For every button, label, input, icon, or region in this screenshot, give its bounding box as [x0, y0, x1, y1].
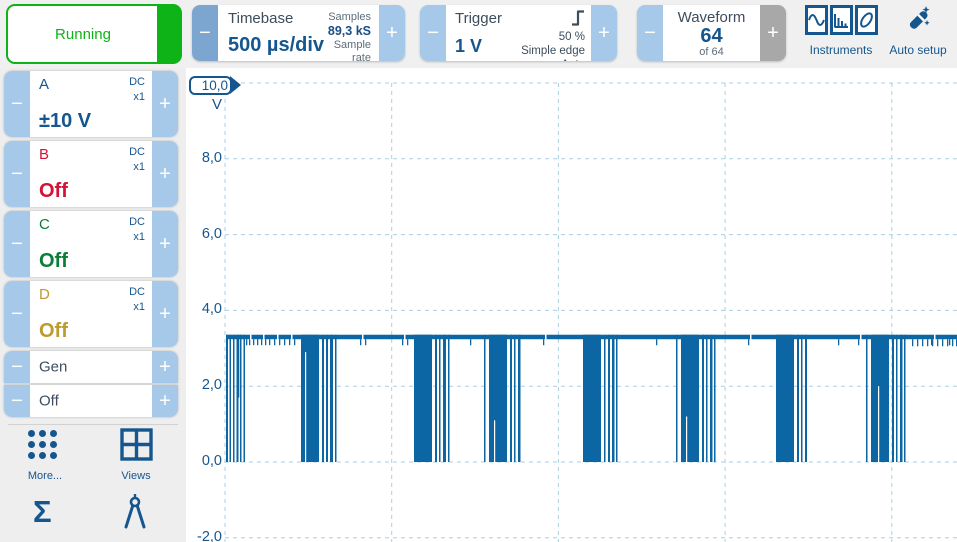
waveform-count: of 64 [699, 46, 724, 58]
channel-c-increase-button[interactable]: + [152, 211, 178, 277]
y-axis-tick-label: -2,0 [197, 528, 222, 542]
channel-b-range: Off [39, 180, 68, 202]
timebase-decrease-button[interactable]: − [192, 5, 218, 61]
trigger-panel: − Trigger 1 V 50 % Simple edge Auto + [420, 5, 617, 61]
channel-a-decrease-button[interactable]: − [4, 71, 30, 137]
trigger-hysteresis: 50 % [558, 31, 585, 44]
math-sigma-button[interactable]: Σ [33, 494, 52, 529]
channel-c-card[interactable]: − C DC x1 Off + [4, 211, 178, 277]
channel-a-letter: A [39, 76, 50, 93]
generator-label: Gen [39, 358, 68, 376]
generator-increase-button[interactable]: + [152, 351, 178, 383]
y-axis-tick-label: 6,0 [201, 225, 222, 242]
y-axis-tick-label: 8,0 [201, 149, 222, 166]
scope-instrument-icon [804, 4, 828, 40]
waveform-previous-button[interactable]: − [637, 5, 663, 61]
channel-a-card[interactable]: − A DC x1 ±10 V + [4, 71, 178, 137]
waveform-title: Waveform [677, 9, 746, 26]
generator-state: Off [39, 392, 59, 410]
auto-setup-button[interactable]: Auto setup [886, 4, 950, 57]
samples-value: 89,3 kS [327, 23, 371, 38]
channel-b-card[interactable]: − B DC x1 Off + [4, 141, 178, 207]
waveform-body[interactable]: Waveform 64 of 64 [663, 5, 760, 61]
instruments-button[interactable]: Instruments [800, 4, 882, 57]
channel-c-decrease-button[interactable]: − [4, 211, 30, 277]
channel-c-range: Off [39, 250, 68, 272]
y-axis-tick-label: 0,0 [201, 453, 222, 469]
samples-label: Samples [328, 11, 371, 23]
trigger-mode: Auto [561, 58, 585, 61]
y-axis-tick-label: 4,0 [201, 301, 222, 318]
generator-state-card[interactable]: − Off + [4, 385, 178, 417]
timebase-body[interactable]: Timebase 500 µs/div Samples 89,3 kS Samp… [218, 5, 379, 61]
trigger-kind: Simple edge [521, 45, 585, 58]
compass-icon [118, 493, 152, 534]
channel-b-coupling: DC x1 [129, 146, 145, 174]
run-button[interactable]: Running [6, 4, 182, 64]
more-label: More... [27, 470, 63, 482]
y-axis-tick-label: 2,0 [201, 377, 222, 394]
trigger-body[interactable]: Trigger 1 V 50 % Simple edge Auto [446, 5, 591, 61]
sample-rate-label: Sample rate [333, 38, 371, 61]
timebase-panel: − Timebase 500 µs/div Samples 89,3 kS Sa… [192, 5, 405, 61]
channel-d-decrease-button[interactable]: − [4, 281, 30, 347]
scope-graph-area[interactable]: 8,0 6,0 4,0 2,0 0,0 -2,0 10,0 V [186, 68, 957, 542]
channel-d-coupling: DC x1 [129, 286, 145, 314]
trigger-increase-button[interactable]: + [591, 5, 617, 61]
toolbar: Running − Timebase 500 µs/div Samples 89… [0, 0, 957, 68]
trigger-title: Trigger [455, 10, 502, 27]
spectrum-instrument-icon [829, 4, 853, 40]
measure-compass-button[interactable] [118, 493, 152, 535]
channel-b-decrease-button[interactable]: − [4, 141, 30, 207]
channel-c-letter: C [39, 216, 50, 233]
channel-d-letter: D [39, 286, 50, 303]
channel-a-range: ±10 V [39, 110, 92, 132]
waveform-next-button[interactable]: + [760, 5, 786, 61]
generator-state-decrease-button[interactable]: − [4, 385, 30, 417]
timebase-value: 500 µs/div [228, 34, 325, 56]
instruments-label: Instruments [809, 43, 873, 57]
channel-d-card[interactable]: − D DC x1 Off + [4, 281, 178, 347]
auto-setup-wand-icon [902, 4, 934, 41]
generator-card[interactable]: − Gen + [4, 351, 178, 383]
axis-marker-arrow-icon [230, 76, 241, 94]
trigger-level-value: 1 V [455, 36, 483, 56]
sidebar-divider [8, 424, 178, 425]
more-button[interactable] [28, 430, 57, 459]
channel-d-range: Off [39, 320, 68, 342]
views-grid-icon [120, 428, 153, 465]
channel-sidebar: − A DC x1 ±10 V + − B DC x1 Off + [0, 68, 186, 542]
trigger-decrease-button[interactable]: − [420, 5, 446, 61]
channel-d-increase-button[interactable]: + [152, 281, 178, 347]
auto-setup-label: Auto setup [889, 43, 947, 57]
waveform-index: 64 [700, 25, 723, 47]
timebase-title: Timebase [228, 10, 294, 27]
y-axis-unit: V [211, 96, 222, 113]
timebase-increase-button[interactable]: + [379, 5, 405, 61]
waveform-panel: − Waveform 64 of 64 + [637, 5, 786, 61]
waveform-plot [224, 82, 957, 542]
channel-c-coupling: DC x1 [129, 216, 145, 244]
rising-edge-icon [571, 10, 585, 30]
channel-a-coupling: DC x1 [129, 76, 145, 104]
views-label: Views [121, 470, 151, 482]
xy-instrument-icon [854, 4, 878, 40]
channel-b-increase-button[interactable]: + [152, 141, 178, 207]
views-button[interactable] [120, 428, 153, 466]
generator-decrease-button[interactable]: − [4, 351, 30, 383]
run-status-indicator [157, 5, 181, 63]
channel-a-increase-button[interactable]: + [152, 71, 178, 137]
run-button-label: Running [55, 25, 111, 43]
channel-b-letter: B [39, 146, 50, 163]
axis-top-marker[interactable]: 10,0 [189, 76, 232, 95]
generator-state-increase-button[interactable]: + [152, 385, 178, 417]
